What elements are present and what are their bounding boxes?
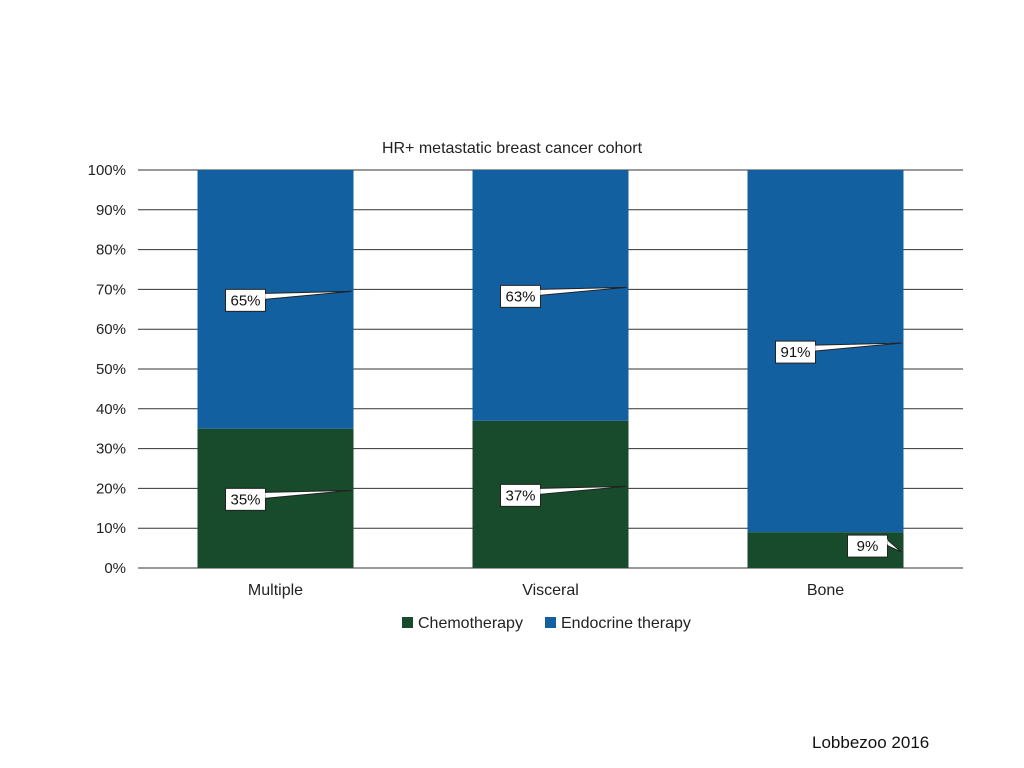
- data-labels: 35% 65% 37% 63% 9% 91%: [225, 284, 902, 558]
- data-label-box: [225, 487, 266, 511]
- bar-segment: [747, 170, 904, 533]
- y-tick-label: 70%: [96, 281, 126, 298]
- bar-segment: [472, 420, 629, 568]
- legend-label: Endocrine therapy: [561, 615, 691, 632]
- data-label: 65%: [230, 292, 260, 309]
- bar-segment: [472, 170, 629, 421]
- category-labels: Multiple Visceral Bone: [248, 582, 844, 599]
- data-label-box: [225, 288, 266, 312]
- data-label-box: [847, 534, 888, 558]
- data-label-box: [775, 340, 816, 364]
- data-label: 35%: [230, 491, 260, 508]
- category-label: Bone: [807, 582, 844, 599]
- data-label: 91%: [780, 344, 810, 361]
- bar-segment: [197, 428, 354, 568]
- category-label: Visceral: [522, 582, 579, 599]
- data-label: 63%: [505, 288, 535, 305]
- data-label: 9%: [857, 538, 879, 555]
- y-tick-label: 80%: [96, 242, 126, 259]
- legend: Chemotherapy Endocrine therapy: [402, 615, 691, 632]
- y-tick-label: 100%: [88, 162, 126, 179]
- y-tick-label: 60%: [96, 321, 126, 338]
- data-label-box: [500, 284, 541, 308]
- y-tick-label: 90%: [96, 202, 126, 219]
- legend-swatch: [545, 617, 556, 628]
- y-tick-label: 10%: [96, 520, 126, 537]
- legend-label: Chemotherapy: [418, 615, 523, 632]
- data-label: 37%: [505, 487, 535, 504]
- bar-segment: [197, 170, 354, 429]
- y-tick-label: 20%: [96, 480, 126, 497]
- category-label: Multiple: [248, 582, 303, 599]
- y-tick-label: 0%: [104, 560, 126, 577]
- chart-title: HR+ metastatic breast cancer cohort: [382, 140, 643, 157]
- y-tick-label: 50%: [96, 361, 126, 378]
- legend-swatch: [402, 617, 413, 628]
- data-label-box: [500, 483, 541, 507]
- source-citation: Lobbezoo 2016: [812, 733, 930, 752]
- y-tick-label: 30%: [96, 441, 126, 458]
- bars: [197, 170, 904, 568]
- y-axis-ticks: 0% 10% 20% 30% 40% 50% 60% 70% 80% 90% 100%: [88, 162, 126, 577]
- y-tick-label: 40%: [96, 401, 126, 418]
